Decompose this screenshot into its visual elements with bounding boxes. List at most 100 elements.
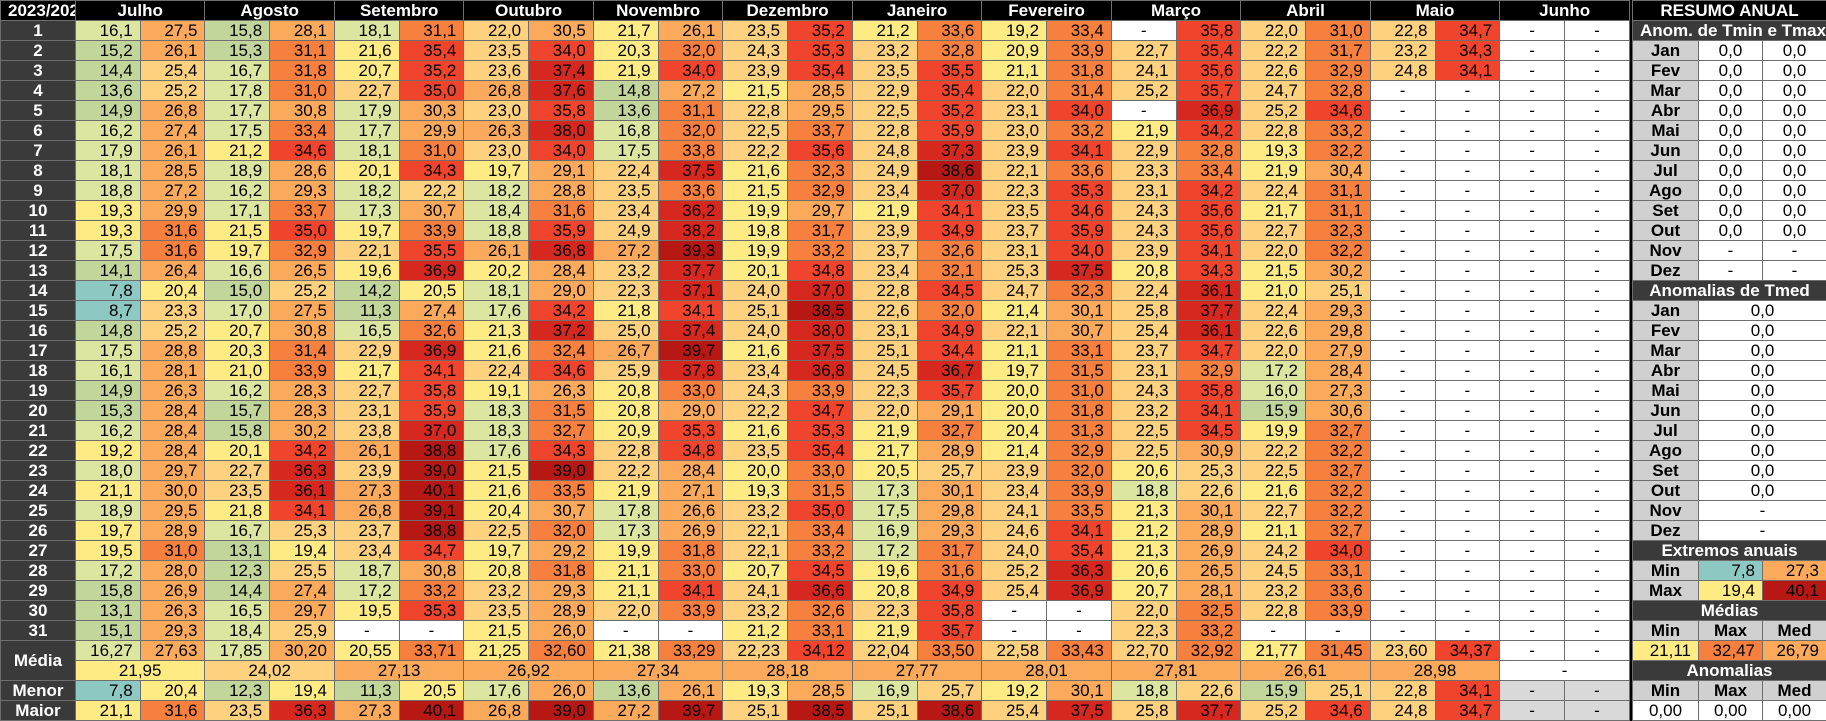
temp-cell[interactable]: 32,8 (916, 40, 983, 61)
temp-cell[interactable]: 26,1 (333, 440, 400, 461)
temp-cell[interactable]: - (1434, 80, 1501, 101)
temp-cell[interactable]: 26,1 (139, 40, 206, 61)
temp-cell[interactable]: 34,0 (528, 40, 594, 61)
temp-cell[interactable]: 29,7 (787, 200, 853, 221)
temp-cell[interactable]: 30,7 (528, 500, 594, 521)
temp-cell[interactable]: 22,8 (1240, 120, 1307, 141)
temp-cell[interactable]: 32,9 (1046, 440, 1112, 461)
temp-cell[interactable]: 19,9 (592, 540, 659, 561)
temp-cell[interactable]: 36,3 (269, 460, 335, 481)
temp-cell[interactable]: 36,3 (1046, 560, 1112, 581)
temp-cell[interactable]: 32,2 (1305, 140, 1371, 161)
temp-cell[interactable]: 26,3 (139, 380, 206, 401)
temp-cell[interactable]: 23,5 (722, 20, 789, 41)
temp-cell[interactable]: 32,9 (1305, 60, 1371, 81)
temp-cell[interactable]: 18,8 (463, 220, 530, 241)
temp-cell[interactable]: 23,2 (463, 580, 530, 601)
temp-cell[interactable]: - (1369, 540, 1436, 561)
temp-cell[interactable]: 33,9 (1046, 40, 1112, 61)
temp-cell[interactable]: 14,4 (74, 60, 141, 81)
temp-cell[interactable]: 32,5 (1175, 600, 1242, 621)
temp-cell[interactable]: 21,3 (1110, 500, 1177, 521)
temp-cell[interactable]: 31,0 (1305, 20, 1371, 41)
temp-cell[interactable]: 29,0 (657, 400, 724, 421)
temp-cell[interactable]: 27,9 (1305, 340, 1371, 361)
temp-cell[interactable]: 21,0 (1240, 280, 1307, 301)
temp-cell[interactable]: 21,2 (1110, 520, 1177, 541)
temp-cell[interactable]: 38,0 (528, 120, 594, 141)
temp-cell[interactable]: 30,8 (269, 320, 335, 341)
temp-cell[interactable]: 25,3 (981, 260, 1048, 281)
temp-cell[interactable]: 22,4 (1110, 280, 1177, 301)
temp-cell[interactable]: 23,8 (333, 420, 400, 441)
temp-cell[interactable]: 35,9 (398, 400, 465, 421)
temp-cell[interactable]: 28,6 (269, 160, 335, 181)
temp-cell[interactable]: - (1369, 560, 1436, 581)
temp-cell[interactable]: 20,0 (722, 460, 789, 481)
temp-cell[interactable]: 32,6 (787, 600, 853, 621)
temp-cell[interactable]: 19,1 (463, 380, 530, 401)
temp-cell[interactable]: 15,9 (1240, 400, 1307, 421)
temp-cell[interactable]: 19,4 (269, 540, 335, 561)
temp-cell[interactable]: 18,2 (463, 180, 530, 201)
temp-cell[interactable]: 23,5 (463, 40, 530, 61)
temp-cell[interactable]: 22,2 (592, 460, 659, 481)
temp-cell[interactable]: - (1563, 220, 1631, 241)
temp-cell[interactable]: 29,8 (916, 500, 983, 521)
temp-cell[interactable]: 17,9 (74, 140, 141, 161)
temp-cell[interactable]: - (1434, 380, 1501, 401)
temp-cell[interactable]: 28,4 (139, 400, 206, 421)
temp-cell[interactable]: - (1369, 580, 1436, 601)
temp-cell[interactable]: - (1563, 500, 1631, 521)
temp-cell[interactable]: - (1499, 260, 1565, 281)
temp-cell[interactable]: 15,8 (74, 580, 141, 601)
temp-cell[interactable]: 26,8 (333, 500, 400, 521)
temp-cell[interactable]: 27,2 (139, 180, 206, 201)
temp-cell[interactable]: - (1110, 20, 1177, 41)
temp-cell[interactable]: 36,1 (1175, 320, 1242, 341)
temp-cell[interactable]: 34,1 (1175, 400, 1242, 421)
temp-cell[interactable]: 17,5 (204, 120, 271, 141)
temp-cell[interactable]: 24,9 (851, 160, 918, 181)
temp-cell[interactable]: 17,2 (74, 560, 141, 581)
temp-cell[interactable]: 35,3 (398, 600, 465, 621)
temp-cell[interactable]: 39,3 (657, 240, 724, 261)
temp-cell[interactable]: 19,9 (1240, 420, 1307, 441)
temp-cell[interactable]: 23,7 (981, 220, 1048, 241)
temp-cell[interactable]: 14,2 (333, 280, 400, 301)
temp-cell[interactable]: 34,7 (398, 540, 465, 561)
temp-cell[interactable]: 35,8 (916, 600, 983, 621)
temp-cell[interactable]: 21,0 (204, 360, 271, 381)
temp-cell[interactable]: 20,8 (851, 580, 918, 601)
temp-cell[interactable]: 36,9 (1046, 580, 1112, 601)
temp-cell[interactable]: 32,7 (528, 420, 594, 441)
temp-cell[interactable]: 31,6 (139, 240, 206, 261)
temp-cell[interactable]: 33,6 (1046, 160, 1112, 181)
temp-cell[interactable]: 31,3 (1046, 420, 1112, 441)
temp-cell[interactable]: 24,8 (851, 140, 918, 161)
temp-cell[interactable]: - (1499, 620, 1565, 641)
temp-cell[interactable]: 36,9 (398, 260, 465, 281)
temp-cell[interactable]: 33,2 (787, 240, 853, 261)
temp-cell[interactable]: - (1434, 260, 1501, 281)
temp-cell[interactable]: 34,1 (657, 300, 724, 321)
temp-cell[interactable]: - (1499, 580, 1565, 601)
temp-cell[interactable]: 26,6 (657, 500, 724, 521)
temp-cell[interactable]: 34,3 (528, 440, 594, 461)
temp-cell[interactable]: 36,8 (528, 240, 594, 261)
temp-cell[interactable]: 32,7 (1305, 460, 1371, 481)
temp-cell[interactable]: 26,3 (139, 600, 206, 621)
temp-cell[interactable]: 17,3 (592, 520, 659, 541)
temp-cell[interactable]: - (1563, 160, 1631, 181)
temp-cell[interactable]: - (1563, 380, 1631, 401)
temp-cell[interactable]: 34,3 (1175, 260, 1242, 281)
temp-cell[interactable]: 34,1 (1046, 140, 1112, 161)
temp-cell[interactable]: 33,7 (269, 200, 335, 221)
temp-cell[interactable]: 35,8 (528, 100, 594, 121)
temp-cell[interactable]: 28,4 (139, 420, 206, 441)
temp-cell[interactable]: - (1434, 160, 1501, 181)
temp-cell[interactable]: 25,8 (1110, 300, 1177, 321)
temp-cell[interactable]: 22,8 (592, 440, 659, 461)
temp-cell[interactable]: - (1434, 460, 1501, 481)
temp-cell[interactable]: - (1369, 200, 1436, 221)
